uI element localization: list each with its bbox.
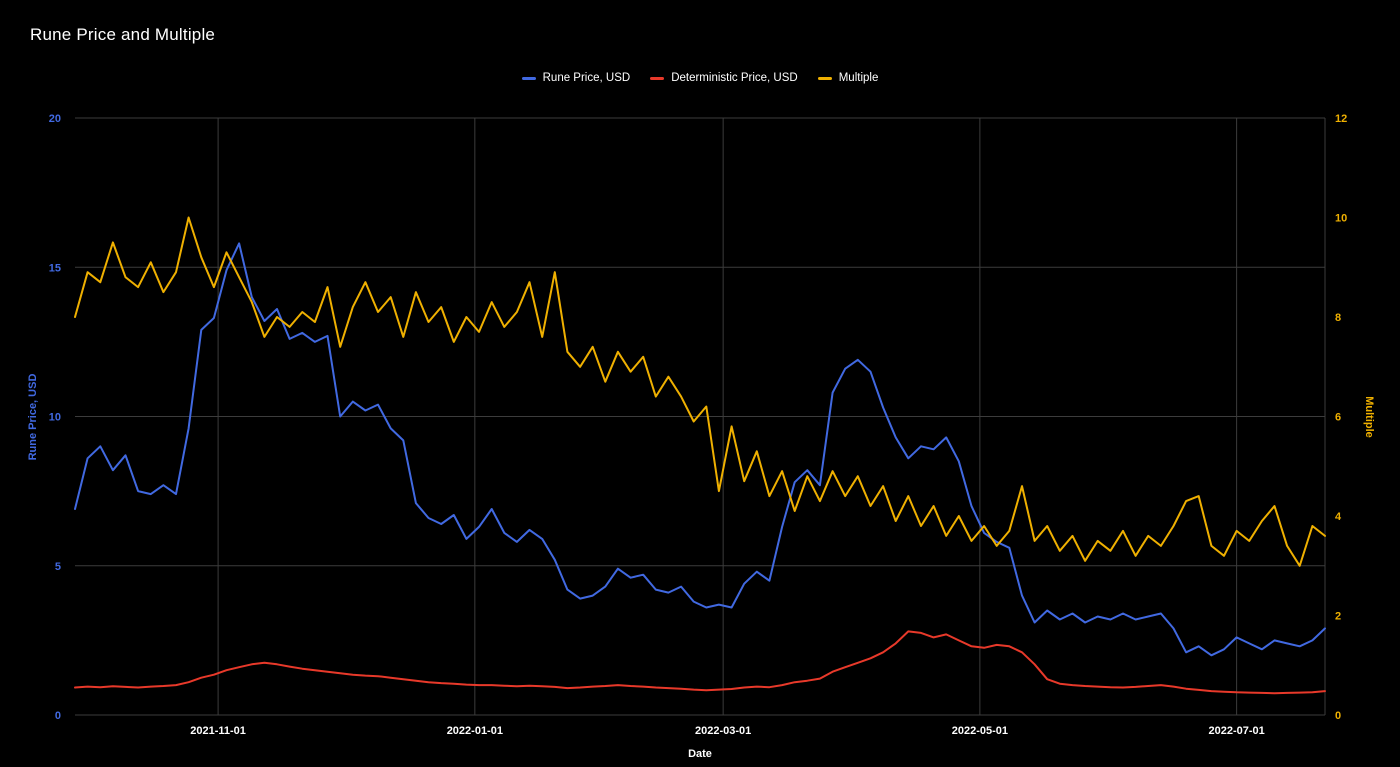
y-right-tick-label: 8 bbox=[1335, 312, 1341, 324]
y-right-tick-label: 12 bbox=[1335, 113, 1347, 125]
legend-marker-deterministic-price-usd bbox=[650, 76, 665, 80]
legend: Rune Price, USD Deterministic Price, USD M… bbox=[0, 72, 1400, 84]
legend-item-deterministic-price-usd[interactable]: Deterministic Price, USD bbox=[650, 72, 798, 84]
y-right-tick-label: 6 bbox=[1335, 412, 1341, 424]
series-line-deterministic-price-usd bbox=[74, 630, 1326, 695]
y-right-tick-label: 10 bbox=[1335, 213, 1347, 225]
y-axis-left-title: Rune Price, USD bbox=[27, 373, 39, 461]
x-tick-label: 2022-05-01 bbox=[952, 725, 1008, 737]
x-tick-label: 2022-03-01 bbox=[695, 725, 751, 737]
legend-item-multiple[interactable]: Multiple bbox=[817, 72, 879, 84]
series-line-multiple bbox=[74, 216, 1326, 567]
legend-label-deterministic-price-usd: Deterministic Price, USD bbox=[671, 72, 798, 84]
series-line-rune-price-usd bbox=[74, 242, 1326, 657]
y-axis-right-title: Multiple bbox=[1363, 396, 1375, 438]
y-left-tick-label: 15 bbox=[49, 262, 61, 274]
x-axis-title: Date bbox=[688, 748, 712, 760]
y-left-tick-label: 10 bbox=[49, 412, 61, 424]
x-tick-label: 2022-01-01 bbox=[447, 725, 503, 737]
chart-title: Rune Price and Multiple bbox=[30, 25, 216, 44]
y-right-tick-label: 4 bbox=[1335, 511, 1342, 523]
x-tick-label: 2022-07-01 bbox=[1208, 725, 1264, 737]
y-right-tick-label: 2 bbox=[1335, 611, 1341, 623]
legend-label-rune-price-usd: Rune Price, USD bbox=[542, 72, 631, 84]
y-left-tick-label: 0 bbox=[55, 710, 61, 722]
legend-marker-rune-price-usd bbox=[521, 76, 536, 80]
y-right-tick-label: 0 bbox=[1335, 710, 1341, 722]
x-tick-label: 2021-11-01 bbox=[190, 725, 246, 737]
y-left-tick-label: 20 bbox=[49, 113, 61, 125]
legend-label-multiple: Multiple bbox=[838, 72, 879, 84]
y-left-tick-label: 5 bbox=[55, 561, 61, 573]
legend-item-rune-price-usd[interactable]: Rune Price, USD bbox=[521, 72, 631, 84]
legend-marker-multiple bbox=[817, 76, 832, 80]
